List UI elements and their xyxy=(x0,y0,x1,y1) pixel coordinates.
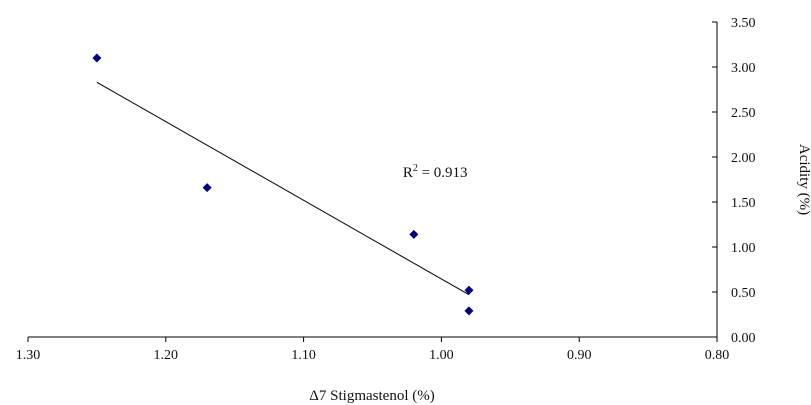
data-point xyxy=(464,285,474,295)
y-tick-label: 2.00 xyxy=(731,151,756,166)
x-tick-label: 1.10 xyxy=(291,348,316,363)
r-squared-prefix: R xyxy=(403,165,413,181)
y-tick-label: 1.50 xyxy=(731,196,756,211)
x-tick-label: 1.00 xyxy=(429,348,454,363)
y-tick-label: 0.00 xyxy=(731,331,756,346)
x-tick-label: 0.90 xyxy=(567,348,592,363)
y-tick-label: 3.00 xyxy=(731,61,756,76)
y-tick-label: 0.50 xyxy=(731,286,756,301)
r-squared-value: = 0.913 xyxy=(418,165,468,181)
data-points xyxy=(92,53,474,316)
y-tick-label: 3.50 xyxy=(731,16,756,31)
data-point xyxy=(92,53,102,63)
r-squared-superscript: 2 xyxy=(413,163,418,174)
y-tick-label: 2.50 xyxy=(731,106,756,121)
x-axis-ticks: 1.30 1.20 1.10 1.00 0.90 0.80 xyxy=(16,337,730,363)
data-point xyxy=(202,183,212,193)
y-axis-title: Acidity (%) xyxy=(796,144,811,215)
data-point xyxy=(409,229,419,239)
y-tick-label: 1.00 xyxy=(731,241,756,256)
x-axis-title: Δ7 Stigmastenol (%) xyxy=(309,388,434,404)
trendline xyxy=(96,81,470,296)
x-tick-label: 1.30 xyxy=(16,348,41,363)
data-point xyxy=(464,306,474,316)
y-axis-ticks: 0.00 0.50 1.00 1.50 2.00 2.50 3.00 3.50 xyxy=(712,16,756,346)
x-tick-label: 0.80 xyxy=(705,348,730,363)
x-tick-label: 1.20 xyxy=(154,348,179,363)
r-squared-annotation: R2 = 0.913 xyxy=(403,163,468,181)
axes: 1.30 1.20 1.10 1.00 0.90 0.80 0.00 0.50 1.00 1.5… xyxy=(16,16,756,363)
